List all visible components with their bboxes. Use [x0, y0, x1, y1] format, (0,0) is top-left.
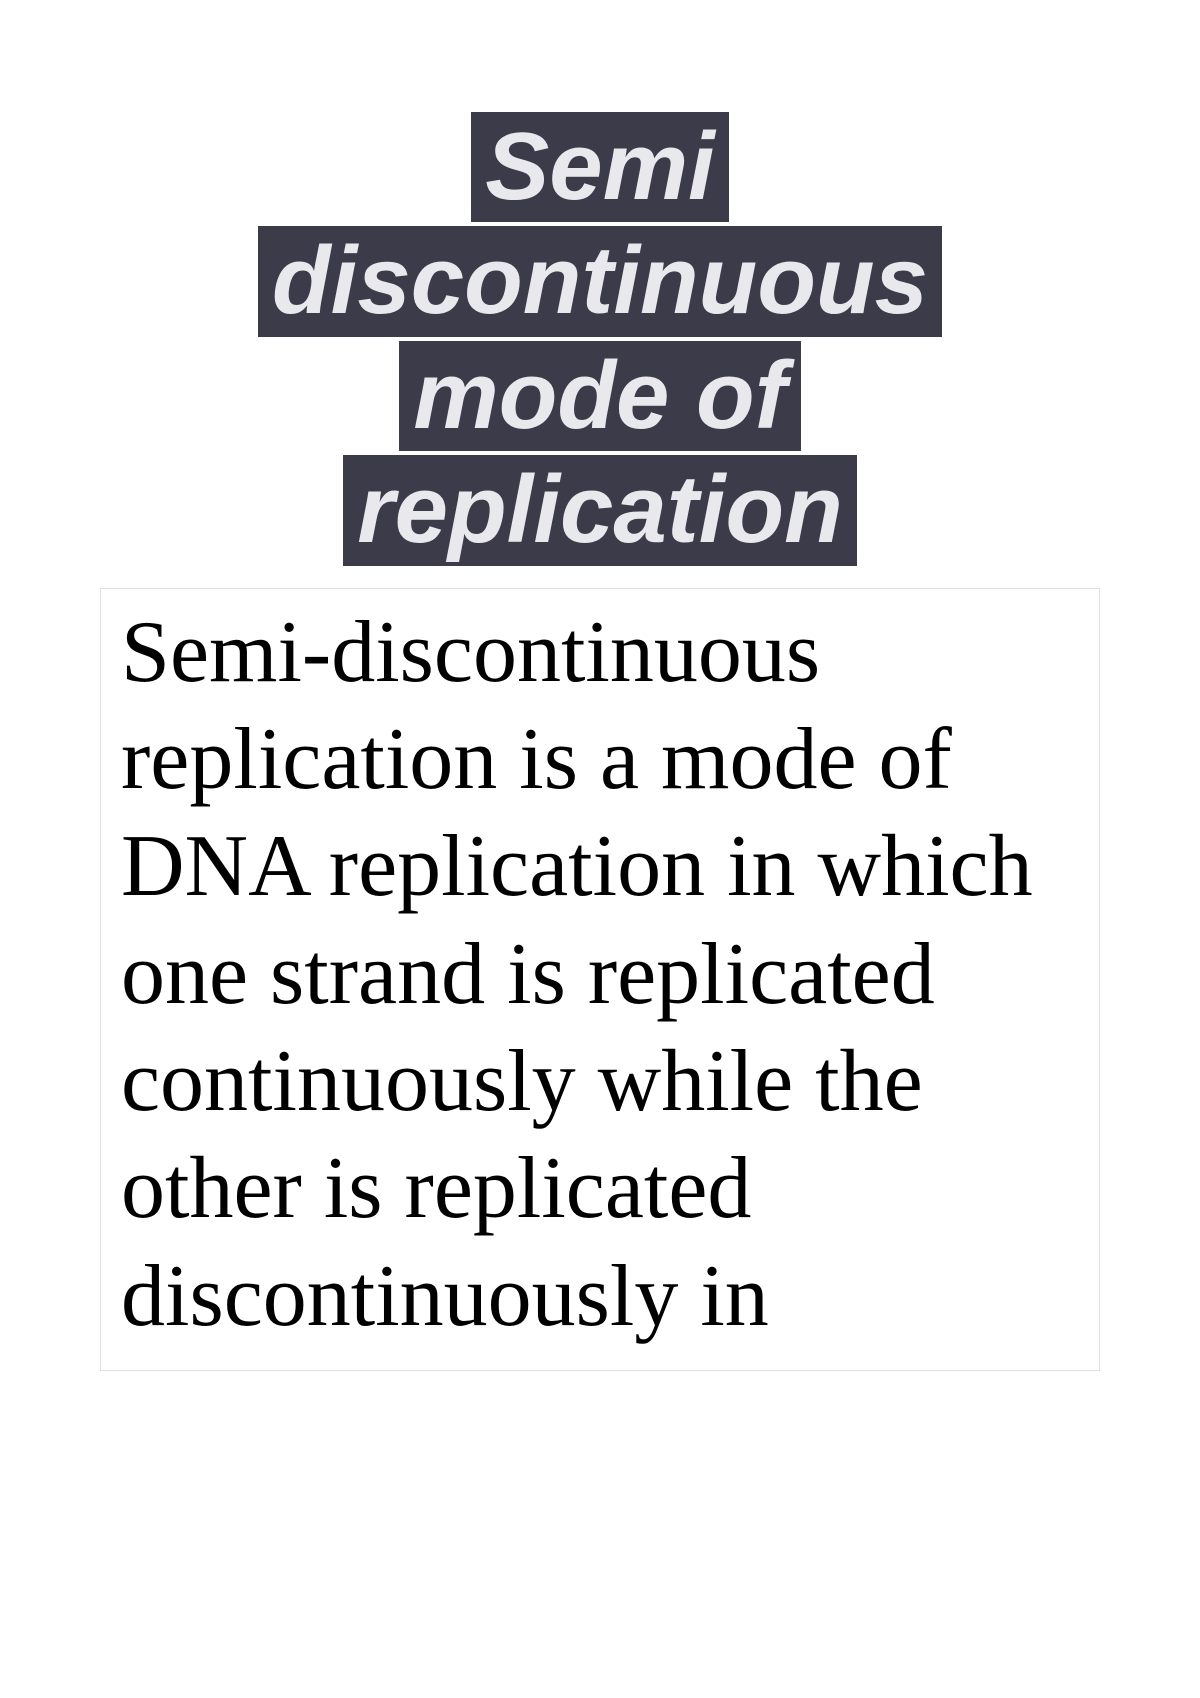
title-line-3: mode of — [399, 341, 800, 451]
title-line-4: replication — [343, 455, 856, 565]
document-body-block: Semi-discontinuous replication is a mode… — [100, 588, 1100, 1372]
document-title-block: Semi discontinuous mode of replication — [100, 110, 1100, 568]
title-line-2: discontinuous — [258, 226, 942, 336]
body-paragraph: Semi-discontinuous replication is a mode… — [121, 599, 1079, 1351]
title-line-1: Semi — [471, 112, 728, 222]
